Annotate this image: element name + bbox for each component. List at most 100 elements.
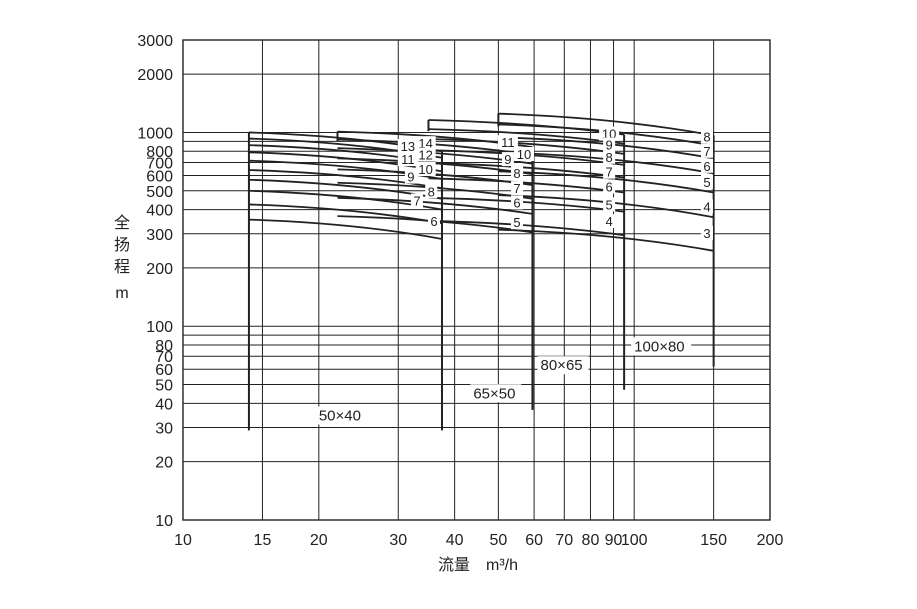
y-tick-label: 600: [146, 168, 173, 185]
stage-label: 11: [501, 135, 515, 150]
stage-label-bg: [700, 199, 713, 214]
y-tick-label: 30: [155, 421, 173, 438]
stage-label: 9: [606, 138, 613, 153]
stage-label-bg: [603, 164, 616, 179]
stage-label-bg: [603, 137, 616, 152]
y-tick-label: 40: [155, 396, 173, 413]
stage-curve: [428, 138, 625, 155]
model-label-bg: [470, 384, 522, 403]
stage-curve: [248, 218, 443, 240]
x-tick-label: 90: [605, 532, 623, 549]
x-tick-label: 80: [582, 532, 600, 549]
stage-label: 5: [606, 197, 613, 212]
stage-curve: [337, 196, 533, 215]
stage-curve: [428, 219, 625, 237]
stage-label-bg: [603, 179, 616, 194]
stage-label: 6: [606, 179, 613, 194]
stage-label-bg: [415, 162, 436, 177]
stage-label-bg: [410, 193, 423, 208]
model-label: 100×80: [634, 338, 684, 355]
y-axis-title-char: 程: [114, 258, 130, 276]
y-tick-label: 1000: [137, 125, 173, 142]
x-tick-label: 10: [174, 532, 192, 549]
model-label-bg: [631, 337, 692, 356]
stage-label-bg: [511, 215, 524, 230]
stage-label: 6: [513, 195, 520, 210]
stage-label-bg: [404, 169, 417, 184]
stage-labels: 1413121110987650×4011109876565×501098765…: [315, 126, 713, 425]
y-tick-label: 300: [146, 227, 173, 244]
stage-label: 14: [418, 136, 432, 151]
x-tick-label: 100: [621, 532, 648, 549]
stage-label: 8: [606, 150, 613, 165]
stage-label: 5: [703, 175, 710, 190]
stage-label: 7: [606, 165, 613, 180]
y-tick-label: 80: [155, 338, 173, 355]
x-tick-label: 70: [555, 532, 573, 549]
stage-label-bg: [397, 152, 418, 167]
y-axis-title-char: 全: [114, 214, 130, 232]
stage-label: 5: [513, 215, 520, 230]
stage-label: 8: [703, 130, 710, 145]
model-label: 80×65: [541, 357, 583, 374]
stage-label: 10: [418, 162, 432, 177]
stage-label: 6: [703, 159, 710, 174]
x-tick-label: 50: [489, 532, 507, 549]
stage-label-bg: [700, 174, 713, 189]
x-tick-label: 40: [446, 532, 464, 549]
y-tick-label: 400: [146, 203, 173, 220]
stage-label-bg: [415, 136, 436, 151]
stage-curve: [428, 196, 625, 213]
stage-curve: [248, 169, 443, 190]
stage-label-bg: [427, 214, 440, 229]
y-axis-title-char: 扬: [114, 236, 130, 254]
y-tick-label: 50: [155, 378, 173, 395]
stage-label-bg: [603, 149, 616, 164]
stage-label-bg: [514, 146, 535, 161]
stage-label-bg: [599, 126, 620, 141]
x-tick-label: 150: [700, 532, 727, 549]
stage-label-bg: [415, 147, 436, 162]
y-tick-label: 2000: [137, 67, 173, 84]
stage-label: 9: [504, 152, 511, 167]
stage-label-bg: [700, 129, 713, 144]
y-tick-label: 70: [155, 349, 173, 366]
stage-curve: [498, 228, 714, 252]
x-tick-label: 30: [389, 532, 407, 549]
x-tick-label: 200: [757, 532, 784, 549]
stage-label-bg: [603, 197, 616, 212]
model-label: 50×40: [319, 408, 361, 425]
stage-label-bg: [700, 143, 713, 158]
stage-curve: [498, 112, 714, 137]
x-tick-label: 15: [254, 532, 272, 549]
y-tick-label: 10: [155, 513, 173, 530]
x-axis-title: 流量 m³/h: [438, 556, 518, 574]
stage-label: 6: [430, 214, 437, 229]
stage-label: 4: [606, 214, 613, 229]
stage-label-bg: [501, 152, 514, 167]
stage-label: 13: [401, 139, 415, 154]
model-label-bg: [537, 356, 589, 375]
y-tick-label: 700: [146, 155, 173, 172]
stage-label-bg: [497, 135, 518, 150]
stage-label: 12: [418, 148, 432, 163]
stage-label: 3: [703, 226, 710, 241]
y-tick-label: 500: [146, 184, 173, 201]
stage-label: 7: [703, 144, 710, 159]
stage-label-bg: [700, 225, 713, 240]
stage-label: 4: [703, 199, 710, 214]
y-tick-label: 60: [155, 362, 173, 379]
y-tick-label: 3000: [137, 33, 173, 50]
model-label-bg: [315, 406, 367, 425]
y-tick-label: 100: [146, 319, 173, 336]
plot-frame: [182, 39, 771, 521]
stage-label: 8: [513, 166, 520, 181]
stage-label: 8: [428, 184, 435, 199]
stage-label-bg: [397, 139, 418, 154]
stage-curve: [428, 162, 625, 179]
model-label: 65×50: [473, 385, 515, 402]
